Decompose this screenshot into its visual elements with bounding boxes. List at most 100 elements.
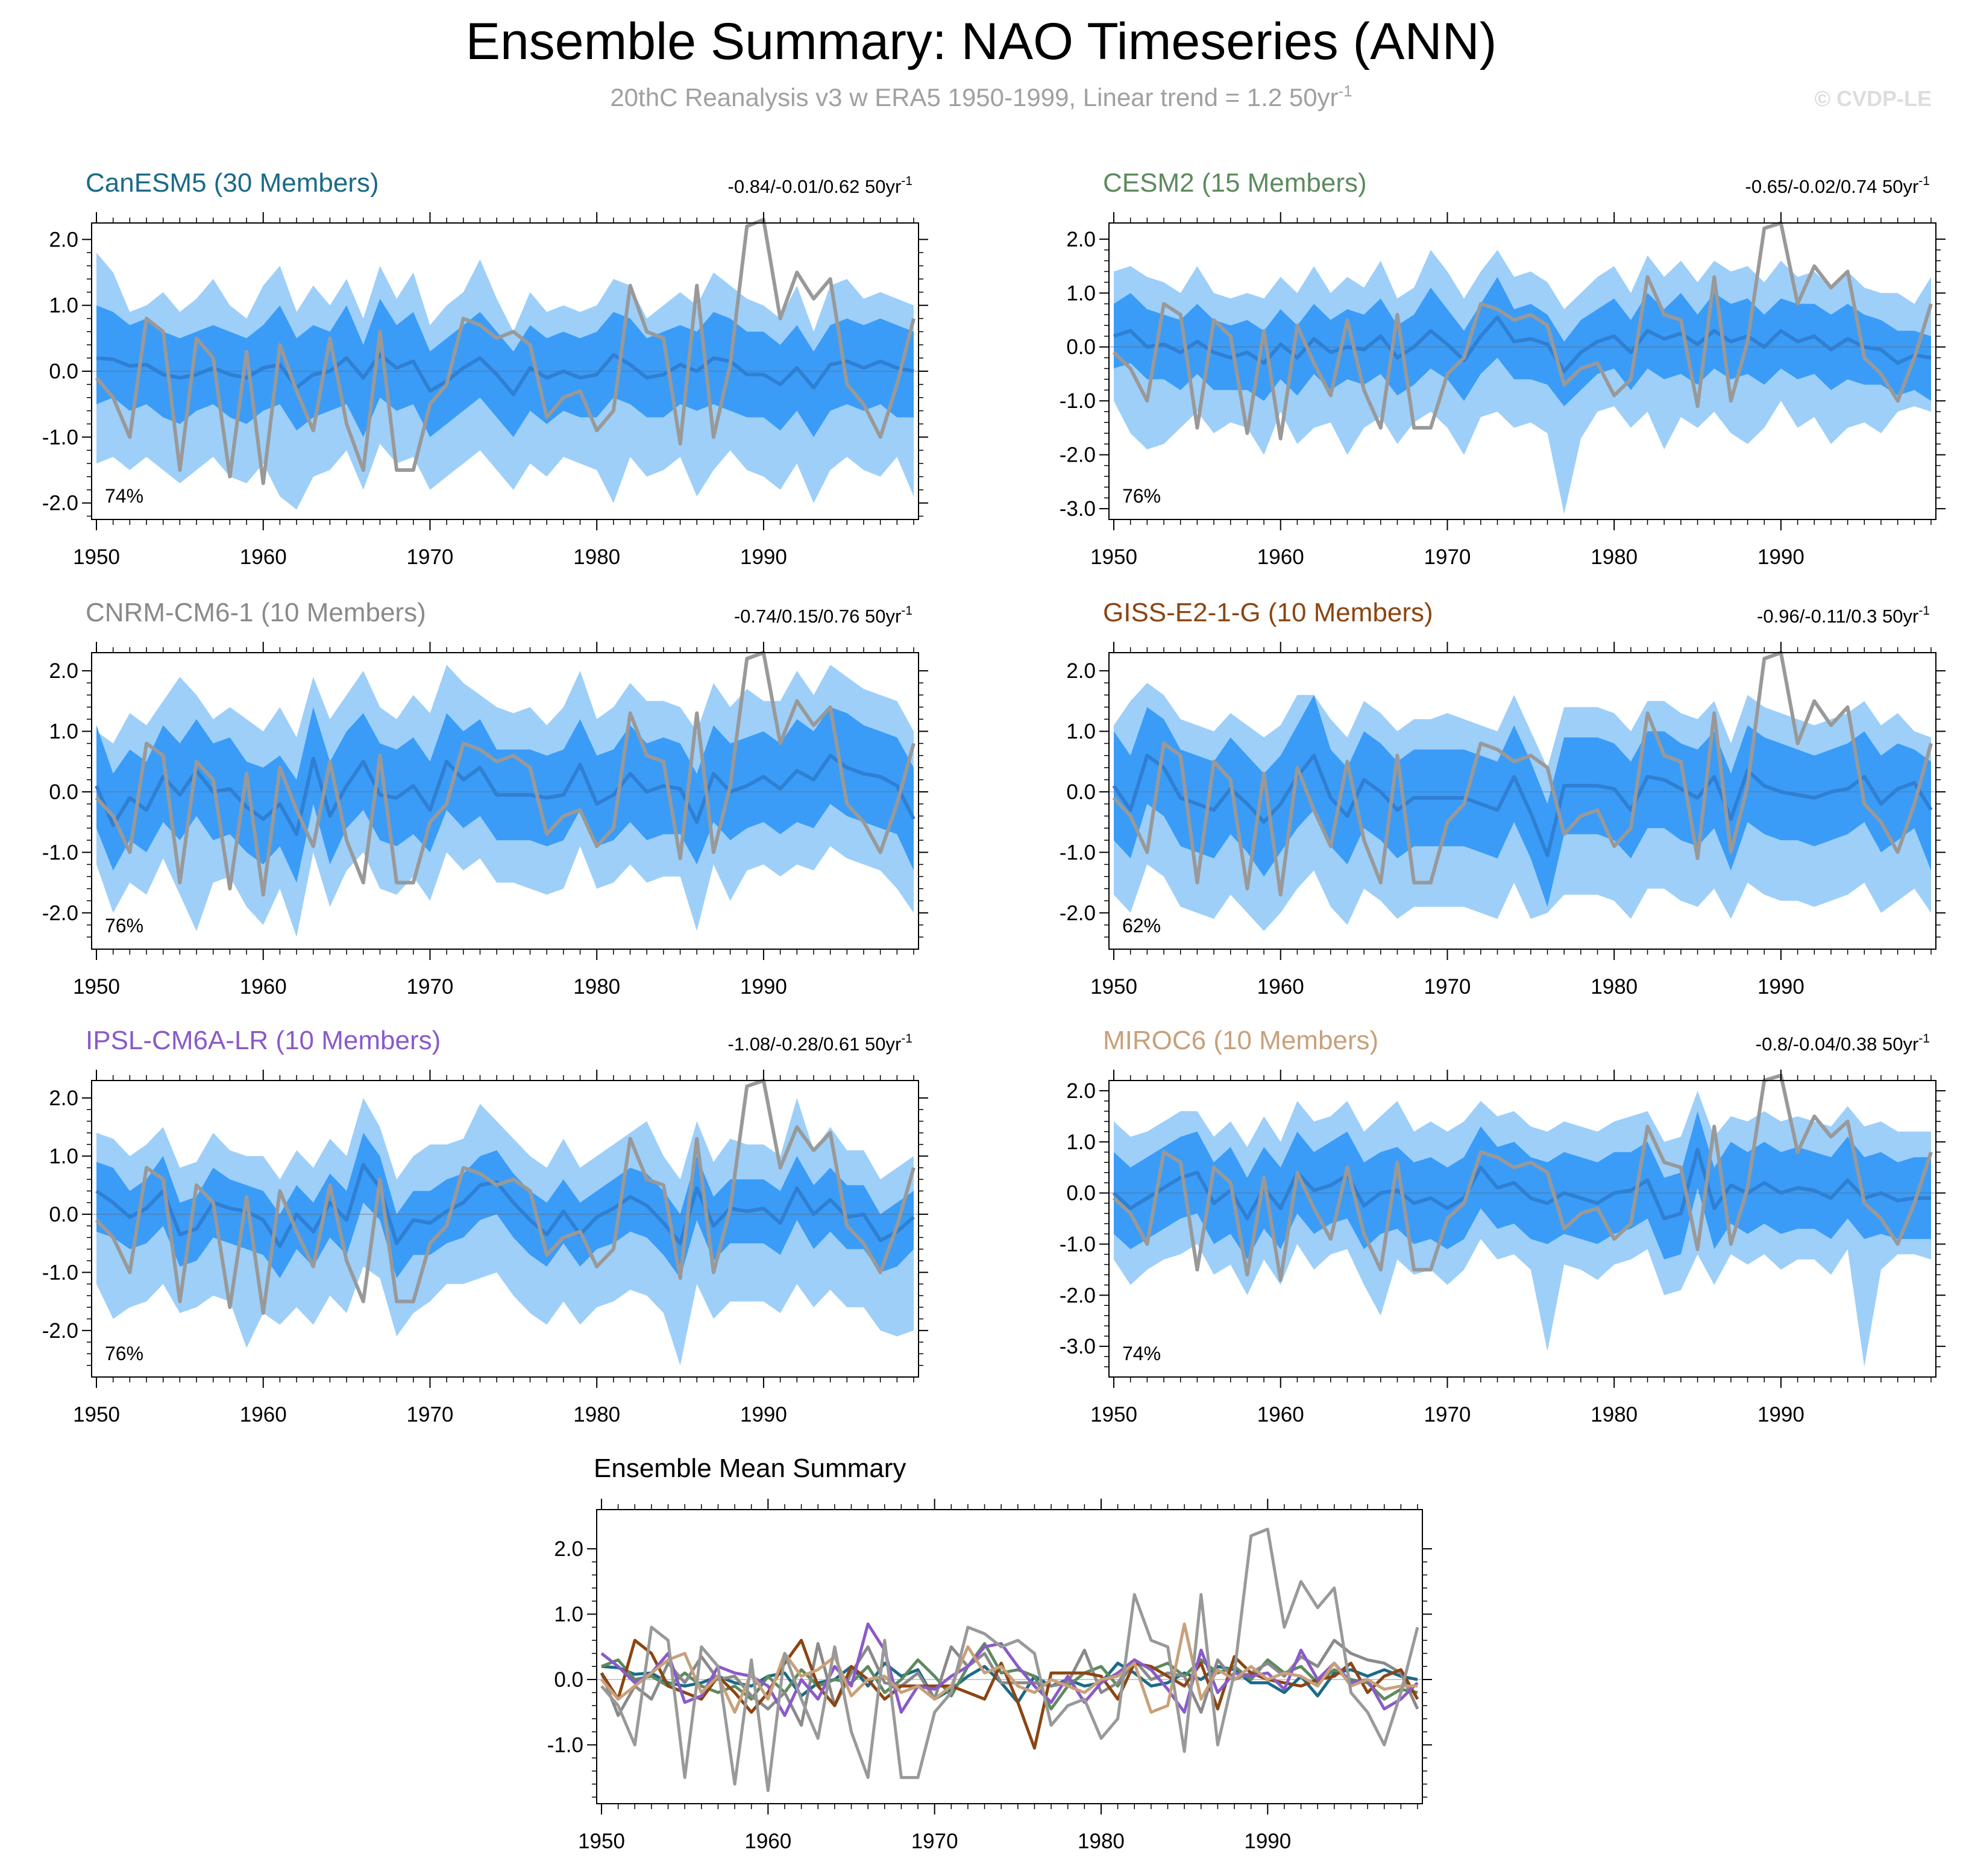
y-tick-label: -1.0 — [1060, 1232, 1096, 1256]
summary-series-line-1 — [601, 1661, 1418, 1704]
x-tick-label: 1970 — [1424, 975, 1471, 999]
percent-label: 76% — [1122, 485, 1161, 507]
panel-3: 2.0 1.0 0.0 -1.0 -2.0 1950 1960 1970 1980 1990 CNR… — [42, 598, 928, 999]
summary-title: Ensemble Mean Summary — [594, 1454, 906, 1483]
x-tick-label: 1980 — [1591, 975, 1638, 999]
summary-observation-line — [600, 1528, 1419, 1792]
y-tick-label: 2.0 — [554, 1537, 583, 1561]
trend-superscript: -1 — [1918, 174, 1930, 188]
x-tick-label: 1970 — [407, 975, 454, 999]
observation-line — [95, 651, 916, 897]
observation-line — [95, 218, 916, 485]
y-tick-label: 0.0 — [1066, 780, 1096, 804]
y-tick-label: -2.0 — [42, 492, 78, 515]
panel-title: CNRM-CM6-1 (10 Members) — [86, 598, 426, 627]
trend-text: -0.8/-0.04/0.38 50yr — [1756, 1034, 1919, 1055]
trend-text: -0.74/0.15/0.76 50yr — [734, 606, 901, 627]
figure-title: Ensemble Summary: NAO Timeseries (ANN) — [466, 13, 1497, 71]
inner-spread-band — [1114, 695, 1931, 907]
x-tick-label: 1990 — [1757, 975, 1804, 999]
percent-label: 74% — [1122, 1343, 1161, 1364]
y-tick-label: -1.0 — [1060, 389, 1096, 413]
ensemble-mean-line — [1113, 315, 1932, 373]
observation-line — [95, 1079, 916, 1315]
x-tick-label: 1950 — [1090, 1403, 1137, 1426]
percent-label: 74% — [105, 485, 143, 507]
observation-line — [1112, 221, 1933, 441]
x-tick-label: 1980 — [573, 545, 620, 569]
x-tick-label: 1960 — [240, 1403, 287, 1426]
panel-title: CESM2 (15 Members) — [1103, 168, 1367, 198]
trend-label: -1.08/-0.28/0.61 50yr-1 — [728, 1032, 912, 1055]
ensemble-mean-line — [96, 353, 914, 397]
y-tick-label: 1.0 — [49, 720, 78, 744]
y-tick-label: 0.0 — [49, 780, 78, 804]
plot-frame — [91, 652, 919, 950]
y-tick-label: -2.0 — [42, 1319, 78, 1343]
plot-frame — [596, 1509, 1423, 1804]
x-tick-label: 1960 — [1257, 1403, 1304, 1426]
trend-superscript: -1 — [1918, 1032, 1930, 1046]
y-tick-label: 1.0 — [49, 294, 78, 318]
y-tick-label: -3.0 — [1060, 1335, 1096, 1358]
x-tick-label: 1980 — [573, 1403, 620, 1426]
subtitle-text: 20thC Reanalysis v3 w ERA5 1950-1999, Li… — [610, 83, 1338, 111]
trend-text: -0.84/-0.01/0.62 50yr — [728, 176, 902, 197]
x-tick-label: 1950 — [1090, 975, 1137, 999]
ensemble-mean-line — [95, 1162, 915, 1248]
y-tick-label: 2.0 — [49, 228, 78, 251]
plot-frame — [1108, 222, 1936, 520]
y-tick-label: 0.0 — [49, 360, 78, 383]
y-tick-label: 2.0 — [49, 659, 78, 683]
x-tick-label: 1990 — [1244, 1830, 1291, 1853]
x-tick-label: 1950 — [73, 545, 120, 569]
figure-subtitle: 20thC Reanalysis v3 w ERA5 1950-1999, Li… — [610, 82, 1352, 111]
plot-frame — [1108, 652, 1936, 950]
y-tick-label: -1.0 — [42, 1261, 78, 1284]
observation-line — [1112, 1073, 1933, 1282]
ensemble-mean-line — [1112, 753, 1933, 858]
y-tick-label: 1.0 — [1066, 720, 1096, 744]
trend-superscript: -1 — [901, 604, 912, 618]
x-tick-label: 1980 — [573, 975, 620, 999]
x-tick-label: 1960 — [240, 975, 287, 999]
x-tick-label: 1990 — [740, 975, 787, 999]
x-tick-label: 1990 — [1757, 1403, 1804, 1426]
summary-series-line-6 — [600, 1622, 1418, 1714]
y-tick-label: 2.0 — [1066, 1079, 1096, 1103]
panel-6: 2.0 1.0 0.0 -1.0 -2.0 -3.0 1950 1960 1970 1980 199… — [1060, 1026, 1946, 1426]
trend-label: -0.74/0.15/0.76 50yr-1 — [734, 604, 912, 627]
trend-text: -0.65/-0.02/0.74 50yr — [1745, 176, 1919, 197]
trend-superscript: -1 — [901, 1032, 912, 1046]
x-tick-label: 1990 — [740, 545, 787, 569]
x-tick-label: 1970 — [911, 1830, 958, 1853]
x-tick-label: 1950 — [73, 975, 120, 999]
summary-series-line-4 — [600, 1639, 1419, 1750]
y-tick-label: -1.0 — [1060, 841, 1096, 864]
y-tick-label: -2.0 — [1060, 444, 1096, 467]
x-tick-label: 1970 — [407, 545, 454, 569]
y-tick-label: -2.0 — [42, 902, 78, 925]
panel-title: MIROC6 (10 Members) — [1103, 1026, 1378, 1055]
y-tick-label: -2.0 — [1060, 902, 1096, 925]
y-tick-label: 2.0 — [1066, 659, 1096, 683]
percent-label: 76% — [105, 915, 143, 936]
trend-text: -0.96/-0.11/0.3 50yr — [1757, 606, 1918, 627]
x-tick-label: 1990 — [1757, 545, 1804, 569]
trend-text: -1.08/-0.28/0.61 50yr — [728, 1034, 902, 1055]
panel-4: 2.0 1.0 0.0 -1.0 -2.0 1950 1960 1970 1980 1990 GIS… — [1060, 598, 1946, 999]
observation-line — [1112, 651, 1933, 897]
copyright-label: © CVDP-LE — [1814, 86, 1932, 111]
y-tick-label: 1.0 — [49, 1144, 78, 1168]
y-tick-label: -1.0 — [42, 425, 78, 449]
x-tick-label: 1980 — [1078, 1830, 1125, 1853]
trend-label: -0.65/-0.02/0.74 50yr-1 — [1745, 174, 1930, 197]
x-tick-label: 1980 — [1591, 545, 1638, 569]
x-tick-label: 1960 — [744, 1830, 791, 1853]
panel-title: IPSL-CM6A-LR (10 Members) — [86, 1026, 441, 1055]
trend-superscript: -1 — [1918, 604, 1930, 618]
y-tick-label: -1.0 — [42, 841, 78, 864]
ensemble-mean-line — [1112, 1147, 1931, 1220]
plot-frame — [91, 1080, 919, 1378]
